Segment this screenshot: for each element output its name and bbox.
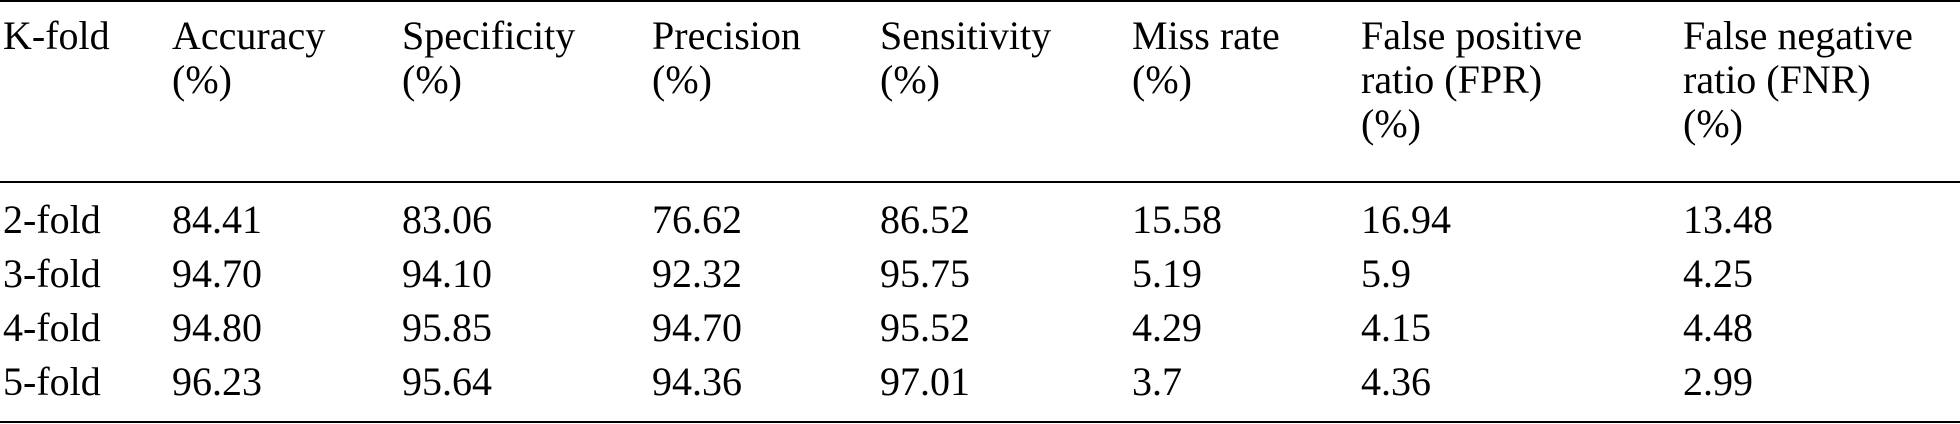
table-cell: 94.80 (172, 305, 262, 350)
header-miss-rate-line-1: Miss rate (1132, 13, 1280, 58)
header-specificity-line-1: Specificity (402, 13, 576, 58)
table-cell: 76.62 (652, 197, 742, 242)
header-fpr-line-3: (%) (1361, 101, 1421, 146)
header-fnr-line-1: False negative (1683, 13, 1913, 58)
header-specificity-line-2: (%) (402, 57, 462, 102)
table-cell: 5.19 (1132, 251, 1202, 296)
table-cell: 96.23 (172, 359, 262, 404)
header-fpr: False positive ratio (FPR) (%) (1361, 14, 1582, 146)
header-sensitivity: Sensitivity (%) (880, 14, 1051, 102)
table-cell: 94.70 (652, 305, 742, 350)
table-cell: 5-fold (3, 359, 101, 404)
table-header-rule (0, 181, 1960, 183)
table-cell: 2.99 (1683, 359, 1753, 404)
table-cell: 94.70 (172, 251, 262, 296)
header-precision: Precision (%) (652, 14, 801, 102)
header-fpr-line-2: ratio (FPR) (1361, 57, 1543, 102)
table-top-rule (0, 0, 1960, 2)
table-cell: 84.41 (172, 197, 262, 242)
header-fnr-line-3: (%) (1683, 101, 1743, 146)
header-miss-rate: Miss rate (%) (1132, 14, 1280, 102)
table-cell: 13.48 (1683, 197, 1773, 242)
table-cell: 94.10 (402, 251, 492, 296)
table-cell: 2-fold (3, 197, 101, 242)
table-cell: 4.15 (1361, 305, 1431, 350)
header-sensitivity-line-2: (%) (880, 57, 940, 102)
table-cell: 92.32 (652, 251, 742, 296)
table-cell: 4.29 (1132, 305, 1202, 350)
header-fnr: False negative ratio (FNR) (%) (1683, 14, 1913, 146)
header-sensitivity-line-1: Sensitivity (880, 13, 1052, 58)
table-cell: 4.48 (1683, 305, 1753, 350)
table-cell: 4.25 (1683, 251, 1753, 296)
table-cell: 86.52 (880, 197, 970, 242)
header-fnr-line-2: ratio (FNR) (1683, 57, 1871, 102)
table-cell: 4.36 (1361, 359, 1431, 404)
header-fpr-line-1: False positive (1361, 13, 1583, 58)
table-cell: 3-fold (3, 251, 101, 296)
table-cell: 95.52 (880, 305, 970, 350)
header-accuracy-line-2: (%) (172, 57, 232, 102)
table-cell: 83.06 (402, 197, 492, 242)
table-cell: 94.36 (652, 359, 742, 404)
table-cell: 3.7 (1132, 359, 1182, 404)
header-precision-line-1: Precision (652, 13, 801, 58)
table-cell: 5.9 (1361, 251, 1411, 296)
table-cell: 95.75 (880, 251, 970, 296)
header-accuracy: Accuracy (%) (172, 14, 325, 102)
header-kfold: K-fold (3, 14, 110, 58)
table-cell: 15.58 (1132, 197, 1222, 242)
table-cell: 16.94 (1361, 197, 1451, 242)
table-cell: 4-fold (3, 305, 101, 350)
header-kfold-line-1: K-fold (3, 13, 110, 58)
table-cell: 95.64 (402, 359, 492, 404)
header-specificity: Specificity (%) (402, 14, 575, 102)
table-cell: 95.85 (402, 305, 492, 350)
header-precision-line-2: (%) (652, 57, 712, 102)
table-cell: 97.01 (880, 359, 970, 404)
header-accuracy-line-1: Accuracy (172, 13, 326, 58)
table-bottom-rule (0, 421, 1960, 423)
header-miss-rate-line-2: (%) (1132, 57, 1192, 102)
